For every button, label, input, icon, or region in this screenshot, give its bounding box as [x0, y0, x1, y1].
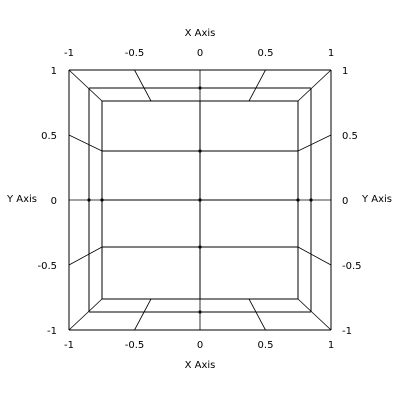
x-tick-label-bottom: 0 [197, 340, 203, 351]
crossing-mark [198, 310, 202, 314]
crossing-mark [198, 245, 202, 249]
crossing-mark [198, 86, 202, 90]
x-tick-label-bottom: 1 [328, 340, 334, 351]
connector-line [68, 298, 103, 331]
y-tick-label-left: 0.5 [41, 131, 57, 142]
connector-line [297, 69, 332, 102]
y-tick-label-right: 1 [342, 66, 348, 77]
x-tick-label-top: 0 [197, 48, 203, 59]
x-tick-label-bottom: -0.5 [125, 340, 145, 351]
x-tick-label-top: -0.5 [125, 48, 145, 59]
connector-line [248, 298, 266, 331]
connector-line [297, 298, 332, 331]
y-tick-label-left: -0.5 [37, 261, 57, 272]
y-tick-label-right: -1 [342, 326, 352, 337]
connector-line [297, 134, 332, 152]
x-tick-label-top: -1 [64, 48, 74, 59]
crossing-mark [198, 198, 202, 202]
y-tick-label-right: 0 [342, 196, 348, 207]
y-tick-label-left: 0 [51, 196, 57, 207]
y-axis-title-left: Y Axis [6, 194, 37, 205]
connector-line [134, 69, 152, 102]
y-tick-label-right: -0.5 [342, 261, 362, 272]
y-tick-label-left: 1 [51, 66, 57, 77]
connector-line [134, 298, 152, 331]
connector-line [68, 134, 103, 152]
x-tick-label-top: 1 [328, 48, 334, 59]
crossing-mark [87, 198, 91, 202]
x-tick-label-top: 0.5 [258, 48, 274, 59]
connector-line [68, 246, 103, 266]
x-axis-title-top: X Axis [185, 28, 216, 39]
y-axis-title-right: Y Axis [361, 194, 392, 205]
connector-line [248, 69, 266, 102]
connector-line [68, 69, 103, 102]
crossing-mark [198, 149, 202, 153]
y-tick-label-left: -1 [47, 326, 57, 337]
x-tick-label-bottom: 0.5 [258, 340, 274, 351]
y-tick-label-right: 0.5 [342, 131, 358, 142]
connector-line [297, 246, 332, 266]
crossing-mark [309, 198, 313, 202]
x-axis-title-bottom: X Axis [185, 360, 216, 371]
x-tick-label-bottom: -1 [64, 340, 74, 351]
crossing-mark [100, 198, 104, 202]
crossing-mark [296, 198, 300, 202]
connector-lines [68, 69, 332, 331]
